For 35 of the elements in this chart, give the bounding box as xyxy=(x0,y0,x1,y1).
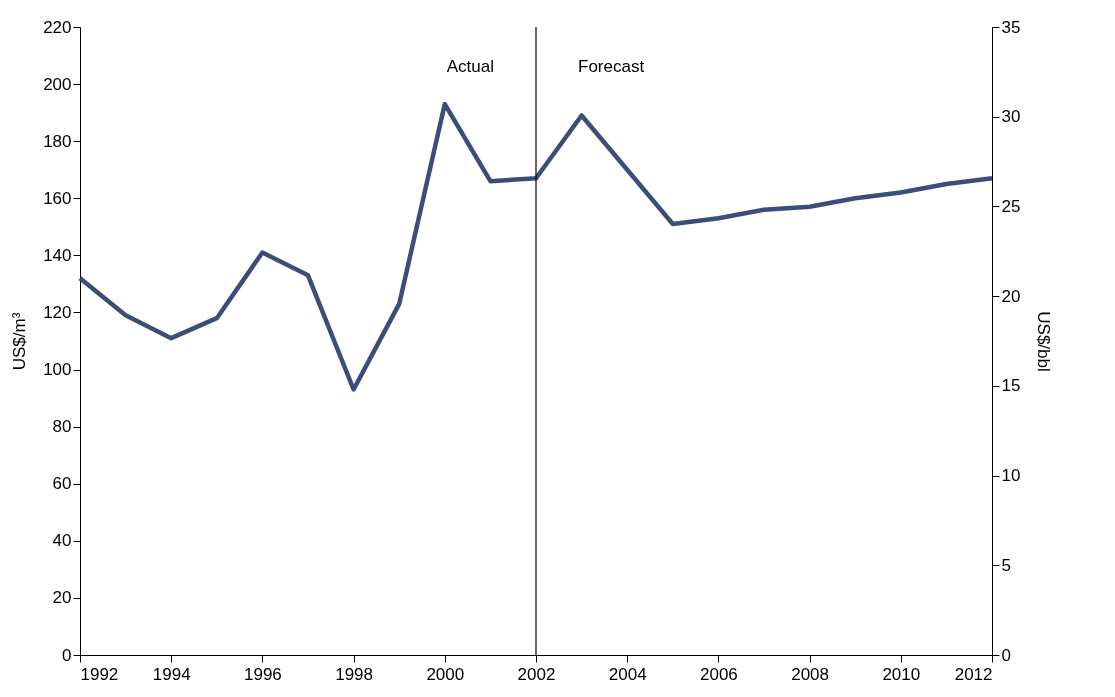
y-tick-label: 120 xyxy=(43,302,72,322)
x-tick-label: 2002 xyxy=(517,664,556,684)
y-tick-label: 60 xyxy=(52,474,72,494)
y-tick-label: 220 xyxy=(43,17,72,37)
x-tick-label: 2000 xyxy=(426,664,465,684)
x-tick-label: 1994 xyxy=(152,664,191,684)
y2-tick-label: 5 xyxy=(1001,555,1011,575)
x-tick-label: 2004 xyxy=(608,664,647,684)
x-tick-label: 2010 xyxy=(882,664,921,684)
x-tick-label: 2008 xyxy=(791,664,830,684)
y2-axis-title: US$/bbl xyxy=(1034,311,1054,372)
y-tick-label: 20 xyxy=(52,588,72,608)
y2-tick-label: 25 xyxy=(1001,196,1021,216)
y-tick-label: 40 xyxy=(52,531,72,551)
y-tick-label: 140 xyxy=(43,245,72,265)
x-tick-label: 1992 xyxy=(80,664,119,684)
y2-tick-label: 10 xyxy=(1001,466,1021,486)
y2-tick-label: 35 xyxy=(1001,17,1021,37)
y-tick-label: 100 xyxy=(43,360,72,380)
y-tick-label: 0 xyxy=(62,645,72,665)
annotation: Forecast xyxy=(578,57,645,76)
y-tick-label: 160 xyxy=(43,188,72,208)
x-tick-label: 2006 xyxy=(699,664,738,684)
x-tick-label: 2012 xyxy=(954,664,993,684)
x-tick-label: 1996 xyxy=(243,664,282,684)
x-tick-label: 1998 xyxy=(335,664,374,684)
y-tick-label: 200 xyxy=(43,74,72,94)
y-axis-title: US$/m³ xyxy=(10,312,30,371)
y-tick-label: 80 xyxy=(52,417,72,437)
y2-tick-label: 30 xyxy=(1001,107,1021,127)
y2-tick-label: 0 xyxy=(1001,645,1011,665)
y-tick-label: 180 xyxy=(43,131,72,151)
y2-tick-label: 15 xyxy=(1001,376,1021,396)
y2-tick-label: 20 xyxy=(1001,286,1021,306)
annotation: Actual xyxy=(446,57,494,76)
